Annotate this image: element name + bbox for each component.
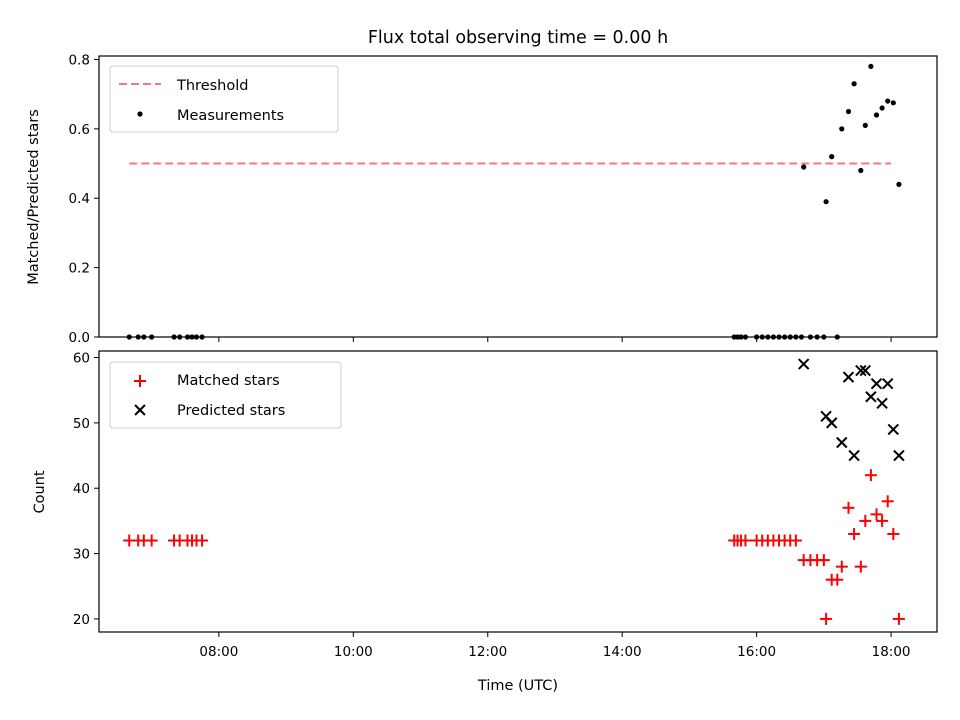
y-tick-label: 0.0	[69, 330, 90, 346]
x-tick-label: 08:00	[199, 644, 238, 660]
top-y-axis-label: Matched/Predicted stars	[26, 109, 42, 285]
x-axis-label: Time (UTC)	[477, 678, 558, 694]
x-tick-label: 18:00	[872, 644, 911, 660]
y-tick-label: 40	[73, 481, 90, 497]
matched-star-point	[854, 560, 867, 573]
bottom-panel-counts: 20 30 40 50 60 08:00 10:00 12:00 14:00 16:00 18:00…	[32, 350, 938, 694]
matched-star-point	[864, 469, 877, 482]
matched-star-point	[876, 514, 889, 527]
matched-star-point	[820, 612, 833, 625]
matched-star-point	[831, 573, 844, 586]
y-tick-label: 20	[73, 612, 90, 628]
predicted-star-point	[865, 391, 877, 403]
measurement-point	[829, 154, 835, 160]
matched-star-point	[196, 534, 209, 547]
bottom-plot-frame	[98, 350, 938, 633]
measurement-point	[885, 98, 891, 104]
y-tick-label: 0.2	[69, 261, 90, 277]
matched-star-point	[881, 495, 894, 508]
matched-star-point	[859, 514, 872, 527]
predicted-star-point	[893, 449, 905, 462]
x-tick-label: 16:00	[737, 644, 776, 660]
y-tick-label: 0.6	[69, 122, 90, 138]
y-tick-label: 0.8	[69, 52, 90, 68]
predicted-star-point	[859, 364, 872, 377]
y-tick-label: 50	[73, 416, 90, 432]
measurement-point	[823, 199, 829, 205]
legend-matched-swatch	[134, 375, 146, 387]
matched-star-point	[835, 560, 848, 573]
predicted-star-point	[797, 358, 810, 370]
measurement-point	[839, 126, 845, 132]
predicted-star-point	[876, 397, 888, 409]
measurement-point	[858, 167, 864, 174]
measurement-point	[896, 181, 902, 187]
x-tick-label: 14:00	[603, 644, 642, 660]
bottom-legend: Matched stars Predicted stars	[109, 361, 342, 429]
predicted-star-point	[836, 436, 848, 449]
predicted-star-point	[887, 423, 900, 436]
top-panel-ratio: 0.00.20.40.60.8 Matched/Predicted stars …	[26, 52, 938, 346]
legend-matched-label: Matched stars	[177, 373, 280, 389]
predicted-star-point	[842, 371, 855, 383]
measurement-point	[890, 100, 896, 106]
predicted-star-point	[825, 417, 838, 429]
predicted-star-point	[855, 364, 867, 377]
y-tick-label: 30	[73, 547, 90, 563]
matched-star-point	[789, 534, 802, 547]
top-axes: 0.0 0.2 0.4 0.6 0.8	[69, 52, 892, 346]
predicted-star-point	[848, 449, 860, 462]
measurement-point	[868, 63, 874, 70]
matched-star-point	[817, 554, 830, 567]
matched-star-point	[848, 527, 861, 540]
y-tick-label: 60	[73, 351, 90, 367]
x-tick-label: 10:00	[334, 644, 373, 660]
bottom-legend-box	[109, 361, 342, 429]
bottom-plot-data	[123, 358, 905, 625]
top-legend: Threshold Measurements	[109, 65, 339, 133]
predicted-star-point	[881, 377, 894, 390]
matched-star-point	[739, 534, 752, 547]
measurement-point	[801, 164, 807, 170]
measurement-point	[862, 122, 868, 128]
predicted-star-point	[870, 377, 883, 390]
measurement-point	[873, 112, 880, 118]
bottom-axes: 20 30 40 50 60 08:00 10:00 12:00 14:00 16:00 18:00	[73, 351, 911, 660]
legend-threshold-label: Threshold	[176, 78, 248, 94]
legend-predicted-swatch	[134, 404, 146, 416]
measurement-point	[851, 81, 857, 87]
legend-measurements-swatch	[137, 111, 143, 117]
legend-measurements-label: Measurements	[177, 108, 284, 124]
chart-title: Flux total observing time = 0.00 h	[368, 28, 668, 48]
top-legend-box	[109, 65, 339, 133]
legend-predicted-label: Predicted stars	[177, 403, 285, 419]
x-tick-label: 12:00	[468, 644, 507, 660]
matched-star-point	[870, 508, 883, 521]
matched-star-point	[892, 612, 905, 625]
matched-star-point	[842, 501, 855, 514]
bottom-y-axis-label: Count	[32, 470, 48, 513]
top-plot-frame	[98, 55, 938, 338]
y-tick-label: 0.4	[69, 191, 90, 207]
matched-star-point	[887, 527, 900, 540]
matched-star-point	[145, 534, 158, 547]
measurement-point	[845, 108, 852, 115]
measurement-point	[879, 105, 885, 111]
